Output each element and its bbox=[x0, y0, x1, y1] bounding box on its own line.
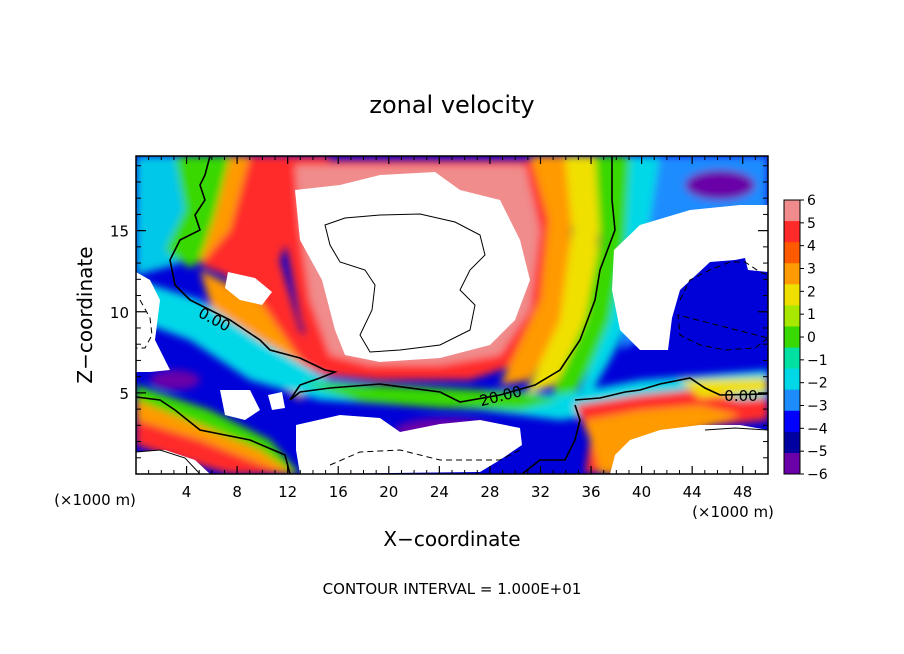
colorbar-label: −1 bbox=[807, 353, 828, 369]
colorbar-label: −6 bbox=[807, 467, 828, 483]
colorbar-swatch bbox=[784, 431, 800, 454]
colorbar-swatch bbox=[784, 326, 800, 349]
x-tick-label: 24 bbox=[430, 483, 449, 501]
colorbar-label: 3 bbox=[807, 262, 816, 278]
colorbar-swatch bbox=[784, 263, 800, 285]
colorbar-label: −5 bbox=[807, 444, 828, 460]
colorbar-label: −4 bbox=[807, 421, 828, 437]
colorbar-label: 0 bbox=[807, 330, 816, 346]
colorbar-swatch bbox=[784, 305, 800, 327]
y-tick-label: 10 bbox=[110, 304, 129, 322]
colorbar-label: 1 bbox=[807, 307, 816, 323]
colorbar-swatch bbox=[784, 284, 800, 306]
colorbar-swatch bbox=[784, 347, 800, 370]
contour-zero-lower bbox=[136, 396, 291, 474]
x-tick-label: 40 bbox=[632, 483, 651, 501]
x-tick-label: 36 bbox=[581, 483, 600, 501]
contour-lines bbox=[136, 156, 768, 474]
contour-zero-left bbox=[169, 156, 616, 403]
x-tick-label: 44 bbox=[683, 483, 702, 501]
x-unit-label-right: (×1000 m) bbox=[692, 503, 774, 521]
y-axis: 5 10 15 bbox=[110, 165, 768, 459]
contour-right-lower bbox=[521, 404, 581, 474]
x-tick-label: 12 bbox=[278, 483, 297, 501]
x-unit-label-left: (×1000 m) bbox=[54, 491, 136, 509]
x-tick-label: 4 bbox=[182, 483, 192, 501]
x-tick-label: 28 bbox=[480, 483, 499, 501]
colorbar-swatch bbox=[784, 200, 800, 222]
saturated-regions bbox=[136, 172, 768, 474]
chart-title: zonal velocity bbox=[369, 91, 534, 119]
colorbar-label: 2 bbox=[807, 284, 816, 300]
colorbar-swatch bbox=[784, 221, 800, 243]
contour-label: 0.00 bbox=[724, 387, 757, 405]
colorbar-swatch bbox=[784, 389, 800, 412]
contour-interval-footer: CONTOUR INTERVAL = 1.000E+01 bbox=[323, 580, 582, 598]
contour-dashed-right bbox=[677, 261, 768, 351]
x-axis: 4 8 12 16 20 24 28 32 36 40 44 48 bbox=[148, 156, 756, 501]
colorbar-swatch bbox=[784, 242, 800, 264]
contour-dashed-left bbox=[136, 299, 153, 349]
x-tick-label: 16 bbox=[329, 483, 348, 501]
x-tick-label: 20 bbox=[379, 483, 398, 501]
contour-thin-bottom-right bbox=[704, 427, 768, 431]
x-tick-label: 48 bbox=[733, 483, 752, 501]
plot-area bbox=[136, 156, 768, 474]
colorbar-label: −3 bbox=[807, 399, 828, 415]
y-tick-label: 15 bbox=[110, 223, 129, 241]
colorbar-swatch bbox=[784, 452, 800, 475]
colorbar-label: 5 bbox=[807, 216, 816, 232]
colorbar: 6 5 4 3 2 1 0 −1 −2 −3 −4 −5 −6 bbox=[783, 193, 828, 483]
contour-zero-right bbox=[574, 377, 768, 401]
x-tick-label: 8 bbox=[232, 483, 242, 501]
contour-dashed-bottom bbox=[329, 449, 521, 466]
colorbar-swatch bbox=[784, 410, 800, 433]
y-tick-label: 5 bbox=[119, 385, 129, 403]
colorbar-label: 6 bbox=[807, 193, 816, 209]
colorbar-label: 4 bbox=[807, 239, 816, 255]
colorbar-label: −2 bbox=[807, 376, 828, 392]
colorbar-swatch bbox=[784, 368, 800, 391]
y-axis-title: Z−coordinate bbox=[73, 246, 97, 383]
x-axis-title: X−coordinate bbox=[383, 527, 520, 551]
x-tick-label: 32 bbox=[531, 483, 550, 501]
contour-thin-bottom-left bbox=[136, 449, 201, 474]
contour-thin-center bbox=[324, 213, 486, 353]
